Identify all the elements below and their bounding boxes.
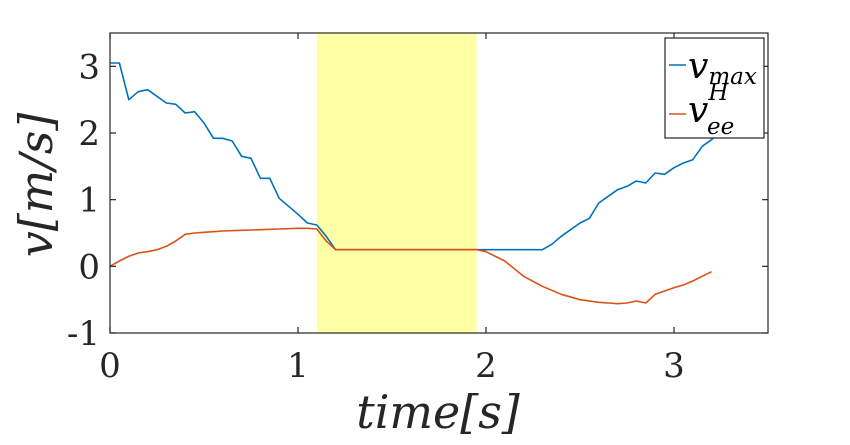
y-tick-label: 3 (78, 47, 100, 87)
legend: vmax vH ee (664, 37, 765, 140)
y-tick-label: -1 (67, 314, 100, 354)
y-tick-label: 0 (78, 247, 100, 287)
x-tick-label: 3 (663, 346, 685, 386)
x-tick-label: 2 (475, 346, 497, 386)
x-tick-label: 0 (99, 346, 121, 386)
y-axis-label: v[m/s] (9, 113, 63, 258)
legend-label-v-max: vmax (688, 46, 757, 90)
legend-box (664, 37, 765, 139)
x-axis-label: time[s] (356, 385, 520, 439)
legend-label-v-ee-h: vH ee (688, 80, 734, 140)
x-tick-label: 1 (287, 346, 309, 386)
series-line-v-ee-h (109, 227, 712, 305)
y-tick-label: 2 (78, 114, 100, 154)
axes-box (109, 32, 769, 334)
y-tick-label: 1 (78, 181, 100, 221)
highlight-region (316, 33, 477, 333)
